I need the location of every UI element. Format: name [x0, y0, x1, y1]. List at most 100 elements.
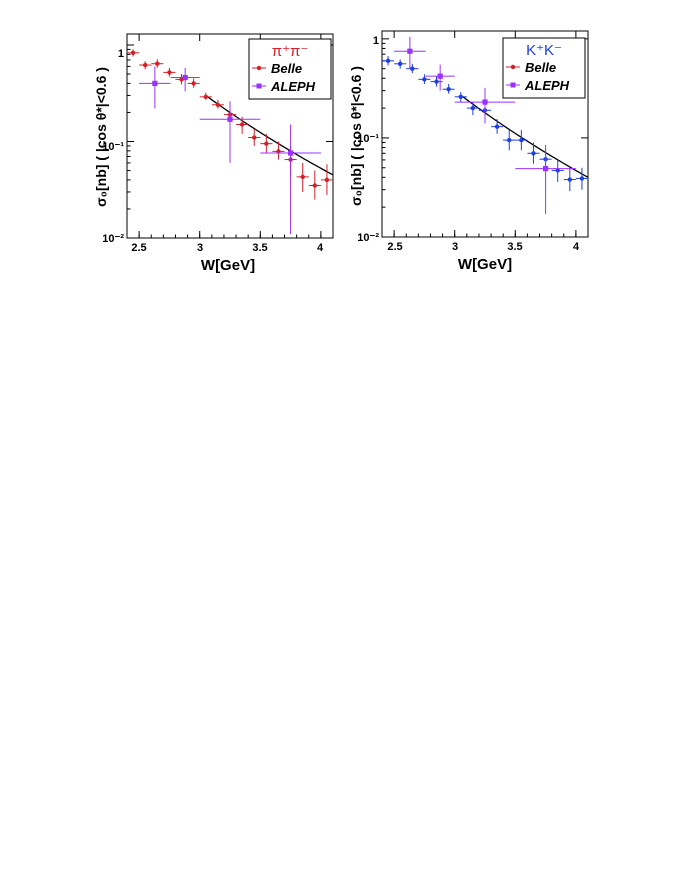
- kk-y-axis-label: σ₀[nb] ( |cos θ*|<0.6 ): [348, 66, 364, 206]
- kk-belle-point: [454, 92, 467, 103]
- pipi-aleph-point: [170, 67, 200, 92]
- pipi-aleph-point: [199, 101, 261, 163]
- kk-x-ticks: 2.5 3 3.5 4: [387, 241, 580, 253]
- kk-legend-belle: Belle: [525, 60, 556, 75]
- pipi-aleph-marker: [152, 80, 158, 86]
- pipi-belle-marker: [276, 149, 281, 154]
- pipi-belle-point: [308, 170, 321, 200]
- pipi-belle-marker: [312, 183, 318, 188]
- kk-legend-belle-marker: [506, 64, 520, 70]
- pipi-belle-point: [127, 49, 140, 57]
- pipi-belle-marker: [264, 141, 269, 146]
- kk-aleph-marker: [542, 166, 549, 172]
- pipi-aleph-marker: [287, 150, 294, 156]
- pipi-legend-belle: Belle: [271, 61, 302, 76]
- pipi-data-points: [127, 49, 333, 235]
- pipi-y-ticks: 1 10⁻¹ 10⁻²: [102, 48, 124, 245]
- kk-xtick-2.5: 2.5: [387, 241, 402, 253]
- kk-legend-aleph: ALEPH: [524, 78, 570, 93]
- pipi-y-axis-label: σ₀[nb] ( |cos θ*|<0.6 ): [93, 67, 109, 207]
- pipi-aleph-marker: [227, 116, 233, 122]
- pipi-belle-point: [199, 92, 212, 100]
- pipi-aleph-point: [139, 66, 171, 109]
- pipi-x-axis-label: W[GeV]: [201, 257, 255, 274]
- kk-belle-point: [382, 56, 395, 66]
- kk-aleph-point: [394, 36, 426, 69]
- kk-legend-aleph-marker: [506, 82, 520, 88]
- pipi-panel: 2.5 3 3.5 4 1 10⁻¹ 10⁻² W[GeV] σ₀[nb] ( …: [93, 33, 334, 274]
- pipi-legend: π⁺π⁻ Belle ALEPH: [248, 38, 332, 100]
- pipi-belle-marker: [155, 61, 160, 66]
- kk-xtick-3: 3: [452, 241, 458, 253]
- kk-belle-point: [466, 102, 479, 116]
- pipi-legend-aleph-marker: [252, 83, 266, 89]
- kk-xtick-3.5: 3.5: [507, 241, 522, 253]
- pipi-fit-curve: [205, 94, 334, 176]
- pipi-belle-marker: [324, 177, 330, 183]
- kk-belle-point: [527, 142, 540, 164]
- kk-belle-point: [442, 84, 455, 94]
- pipi-belle-point: [211, 99, 224, 109]
- pipi-belle-point: [163, 67, 176, 77]
- pipi-legend-aleph: ALEPH: [270, 79, 316, 94]
- kk-ytick-0.01: 10⁻²: [357, 232, 379, 244]
- kk-panel: 2.5 3 3.5 4 1 10⁻¹ 10⁻² W[GeV] σ₀[nb] ( …: [348, 30, 589, 273]
- kk-belle-point: [575, 167, 588, 190]
- pipi-aleph-marker: [182, 74, 188, 81]
- kk-belle-marker: [385, 58, 391, 64]
- kk-belle-marker: [567, 177, 573, 182]
- pipi-legend-belle-marker: [252, 65, 266, 71]
- kk-belle-point: [515, 130, 528, 151]
- kk-aleph-point: [425, 64, 455, 91]
- kk-belle-marker: [579, 176, 585, 181]
- pipi-x-ticks: 2.5 3 3.5 4: [131, 242, 324, 254]
- pipi-ytick-0.01: 10⁻²: [102, 233, 124, 245]
- kk-belle-marker: [410, 66, 415, 71]
- pipi-ytick-0.1: 10⁻¹: [102, 141, 124, 153]
- pipi-belle-marker: [215, 102, 221, 108]
- kk-data-points: [382, 36, 588, 215]
- pipi-belle-marker: [142, 62, 148, 68]
- kk-xtick-4: 4: [573, 241, 580, 253]
- kk-aleph-point: [454, 87, 516, 124]
- pipi-belle-marker: [191, 81, 196, 86]
- pipi-belle-point: [260, 133, 273, 154]
- kk-aleph-marker: [407, 48, 413, 54]
- kk-legend-box: [502, 37, 586, 99]
- kk-belle-point: [418, 74, 431, 85]
- pipi-belle-marker: [203, 94, 208, 100]
- kk-belle-point: [563, 167, 576, 192]
- kk-aleph-marker: [437, 73, 443, 79]
- kk-belle-marker: [446, 87, 451, 92]
- pipi-aleph-point: [260, 124, 321, 235]
- pipi-xtick-4: 4: [317, 242, 324, 254]
- pipi-belle-marker: [300, 174, 305, 180]
- kk-legend-title: K⁺K⁻: [526, 42, 562, 59]
- kk-belle-point: [491, 119, 504, 134]
- pipi-xtick-2.5: 2.5: [131, 242, 146, 254]
- pipi-legend-title: π⁺π⁻: [272, 43, 309, 60]
- kk-belle-marker: [458, 94, 463, 100]
- kk-belle-point: [394, 59, 407, 69]
- kk-y-ticks: 1 10⁻¹ 10⁻²: [357, 35, 379, 244]
- pipi-belle-point: [248, 128, 261, 146]
- kk-belle-marker: [422, 77, 427, 82]
- kk-belle-point: [551, 159, 564, 182]
- pipi-belle-marker: [239, 122, 245, 127]
- kk-belle-marker: [494, 124, 500, 129]
- pipi-belle-point: [187, 78, 200, 88]
- kk-x-axis-label: W[GeV]: [458, 256, 512, 273]
- kk-tick-marks: [381, 31, 589, 238]
- pipi-fit-line: [205, 94, 334, 176]
- pipi-xtick-3.5: 3.5: [252, 242, 267, 254]
- kk-belle-marker: [434, 79, 439, 84]
- pipi-ytick-1: 1: [118, 48, 124, 60]
- kk-belle-point: [406, 63, 419, 74]
- pipi-belle-point: [296, 162, 309, 192]
- kk-ytick-0.1: 10⁻¹: [357, 133, 379, 145]
- pipi-legend-box: [248, 38, 332, 100]
- kk-belle-marker: [397, 61, 403, 66]
- kk-belle-marker: [470, 105, 476, 111]
- kk-legend: K⁺K⁻ Belle ALEPH: [502, 37, 586, 99]
